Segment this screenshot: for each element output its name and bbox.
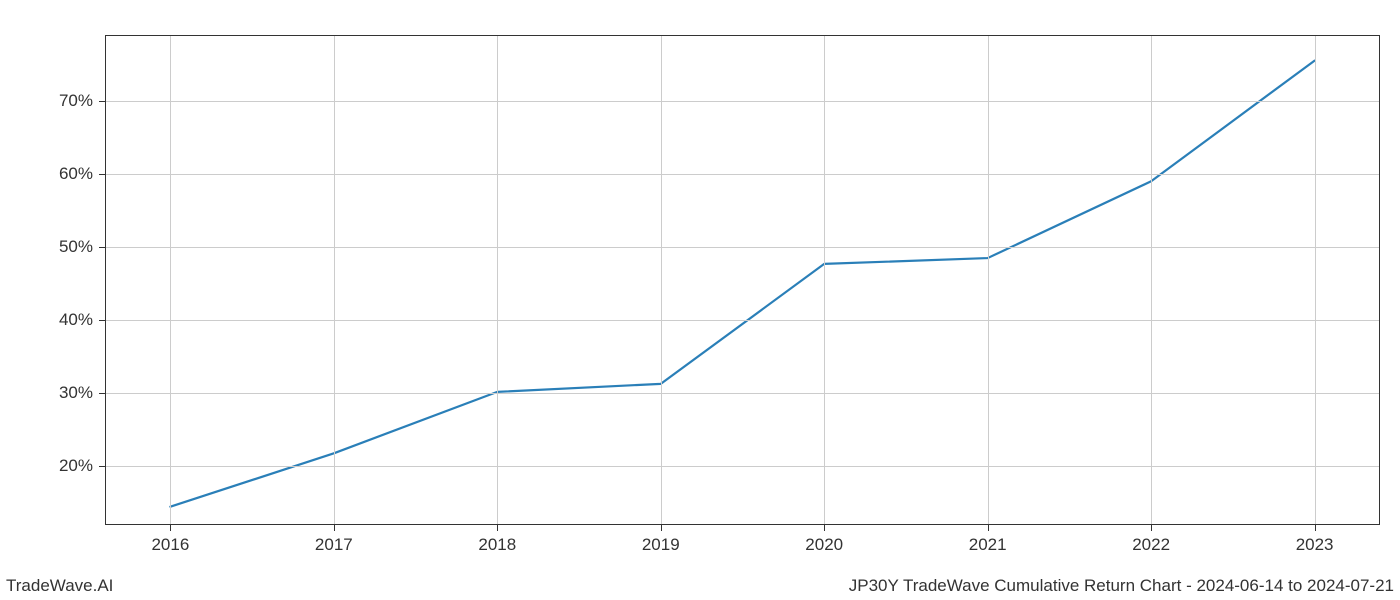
- grid-line-horizontal: [105, 247, 1380, 248]
- grid-line-horizontal: [105, 101, 1380, 102]
- grid-line-vertical: [334, 35, 335, 525]
- footer-caption: JP30Y TradeWave Cumulative Return Chart …: [849, 576, 1394, 596]
- x-tick-label: 2021: [969, 535, 1007, 555]
- grid-line-vertical: [1315, 35, 1316, 525]
- x-tick: [334, 525, 335, 531]
- grid-line-vertical: [824, 35, 825, 525]
- y-tick-label: 20%: [59, 456, 93, 476]
- plot-area: 2016201720182019202020212022202320%30%40…: [105, 35, 1380, 525]
- y-tick-label: 70%: [59, 91, 93, 111]
- footer-brand: TradeWave.AI: [6, 576, 113, 596]
- chart-container: 2016 2017 2018 2019 2020 2021 2022 2023 20% 30% 40…: [0, 0, 1400, 600]
- x-tick-label: 2023: [1296, 535, 1334, 555]
- x-tick-label: 2019: [642, 535, 680, 555]
- x-tick: [988, 525, 989, 531]
- x-tick-label: 2017: [315, 535, 353, 555]
- y-tick: [99, 466, 105, 467]
- grid-line-vertical: [170, 35, 171, 525]
- x-tick: [661, 525, 662, 531]
- grid-line-vertical: [497, 35, 498, 525]
- y-tick: [99, 320, 105, 321]
- grid-line-horizontal: [105, 466, 1380, 467]
- x-tick: [170, 525, 171, 531]
- x-tick-label: 2016: [151, 535, 189, 555]
- x-tick-label: 2018: [478, 535, 516, 555]
- grid-line-vertical: [988, 35, 989, 525]
- x-tick: [1151, 525, 1152, 531]
- y-tick-label: 30%: [59, 383, 93, 403]
- grid-line-horizontal: [105, 320, 1380, 321]
- y-tick-label: 60%: [59, 164, 93, 184]
- x-tick-label: 2022: [1132, 535, 1170, 555]
- x-tick: [824, 525, 825, 531]
- grid-line-horizontal: [105, 393, 1380, 394]
- y-tick-label: 40%: [59, 310, 93, 330]
- y-tick: [99, 247, 105, 248]
- y-tick: [99, 101, 105, 102]
- y-tick: [99, 174, 105, 175]
- x-tick: [1315, 525, 1316, 531]
- grid-line-vertical: [661, 35, 662, 525]
- x-tick-label: 2020: [805, 535, 843, 555]
- x-tick: [497, 525, 498, 531]
- grid-line-horizontal: [105, 174, 1380, 175]
- y-tick: [99, 393, 105, 394]
- y-tick-label: 50%: [59, 237, 93, 257]
- line-series: [105, 35, 1380, 525]
- grid-line-vertical: [1151, 35, 1152, 525]
- return-line: [170, 61, 1314, 507]
